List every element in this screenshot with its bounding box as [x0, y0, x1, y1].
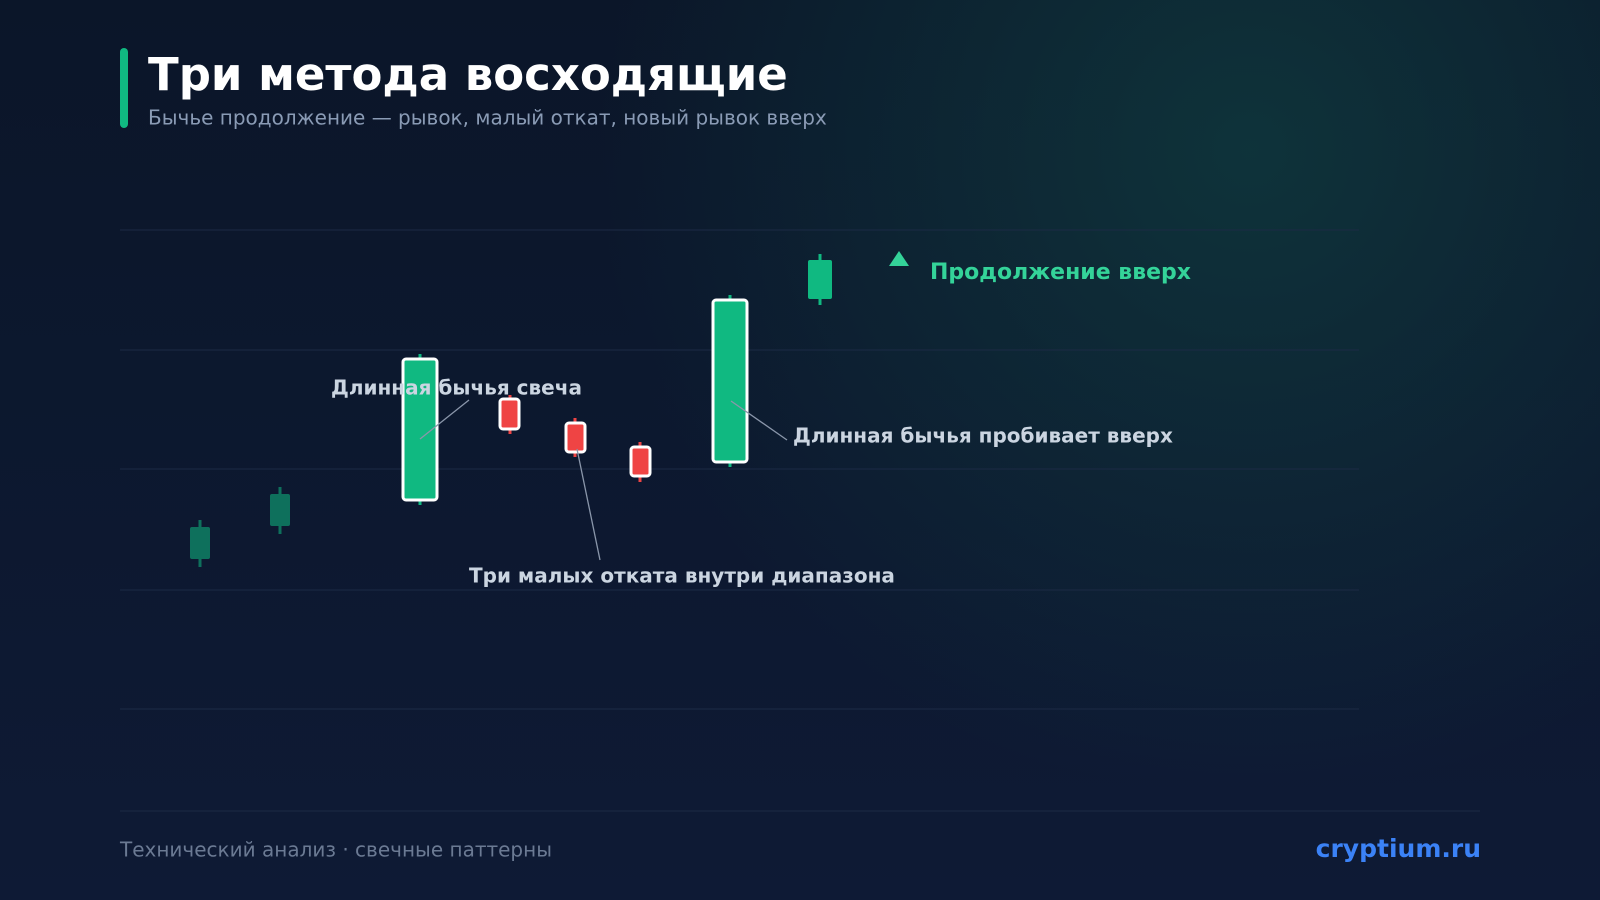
leader-line [419, 399, 470, 440]
title: Три метода восходящие [148, 48, 788, 101]
up-arrow [889, 251, 909, 266]
annotation: Длинная бычья пробивает вверх [793, 424, 1173, 448]
leader-lines [419, 399, 788, 561]
candle [808, 254, 832, 305]
candle [564, 418, 587, 457]
candle [629, 442, 652, 482]
candle [190, 520, 210, 567]
candle [711, 295, 749, 467]
annotation: Длинная бычья свеча [331, 376, 582, 400]
candle [498, 395, 521, 434]
annotation: Три малых отката внутри диапазона [469, 564, 895, 588]
leader-line [730, 400, 788, 441]
candle [270, 487, 290, 534]
subtitle: Бычье продолжение — рывок, малый откат, … [148, 106, 827, 130]
title-accent [120, 48, 128, 128]
candle [401, 354, 439, 505]
footer-caption: Технический анализ · свечные паттерны [119, 838, 552, 862]
leader-line [576, 448, 601, 561]
candles [190, 254, 832, 567]
brand: cryptium.ru [1316, 834, 1481, 863]
annotation: Продолжение вверх [930, 260, 1191, 285]
